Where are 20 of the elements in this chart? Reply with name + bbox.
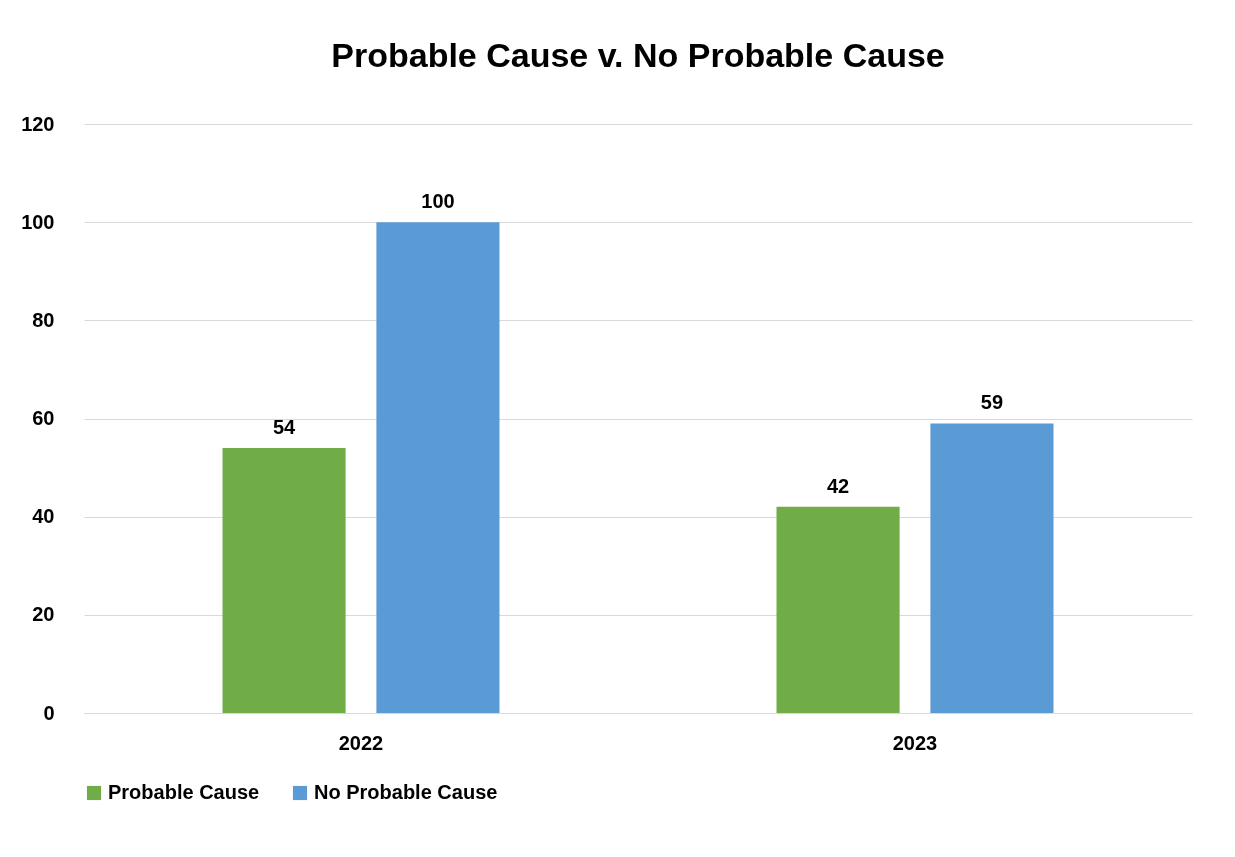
data-label: 59 [980, 391, 1004, 414]
x-tick-label: 2022 [338, 731, 384, 754]
y-tick-label: 80 [32, 308, 55, 331]
bar [222, 447, 346, 713]
legend-label: Probable Cause [108, 781, 260, 803]
bar [376, 222, 500, 713]
y-tick-label: 60 [32, 407, 55, 429]
bar [930, 423, 1054, 713]
x-tick-label: 2023 [892, 731, 938, 754]
y-tick-label: 120 [21, 112, 55, 135]
y-tick-label: 20 [32, 603, 55, 626]
data-label: 42 [826, 474, 850, 497]
data-label: 54 [272, 415, 297, 438]
bar [776, 506, 900, 713]
chart-title: Probable Cause v. No Probable Cause [331, 36, 945, 74]
y-tick-label: 100 [21, 210, 55, 233]
legend-label: No Probable Cause [314, 781, 498, 803]
y-tick-label: 0 [43, 701, 55, 724]
y-tick-label: 40 [32, 505, 55, 528]
data-label: 100 [421, 190, 455, 213]
